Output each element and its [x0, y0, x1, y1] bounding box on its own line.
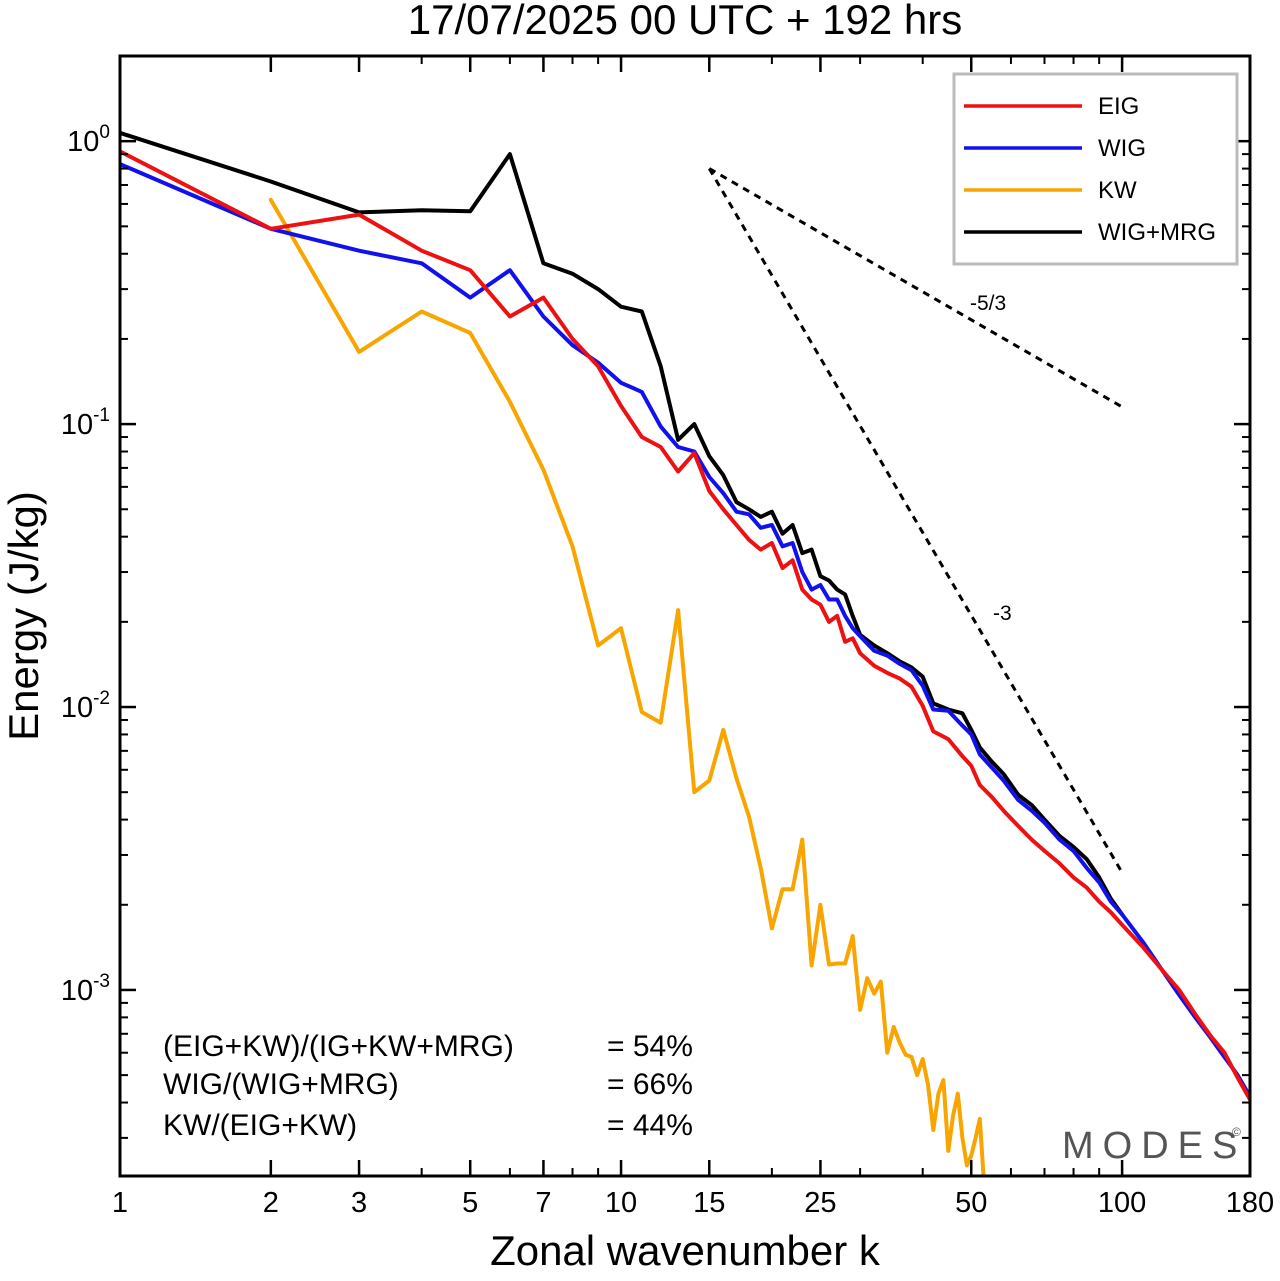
y-tick-label: 10-3	[61, 971, 110, 1007]
ratio-label-eig-kw: (EIG+KW)/(IG+KW+MRG)	[163, 1030, 514, 1063]
x-tick-label: 100	[1098, 1187, 1146, 1219]
x-tick-label: 7	[535, 1187, 551, 1219]
ratio-value-kw: = 44%	[607, 1109, 693, 1142]
series-line-kw	[268, 197, 986, 1176]
x-axis-ticks: 1 2 3 5 7 10 15 25 50 100 180	[112, 56, 1274, 1219]
ratio-annotations: (EIG+KW)/(IG+KW+MRG) = 54% WIG/(WIG+MRG)…	[163, 1030, 693, 1142]
series-line-wig-mrg	[120, 130, 1125, 917]
x-tick-label: 15	[693, 1187, 725, 1219]
chart-title: 17/07/2025 00 UTC + 192 hrs	[408, 0, 963, 43]
x-tick-label: 180	[1226, 1187, 1274, 1219]
slope-label-minus-three: -3	[993, 602, 1012, 625]
data-curves	[120, 130, 1250, 1176]
ratio-label-wig: WIG/(WIG+MRG)	[163, 1068, 399, 1101]
series-line-eig	[120, 149, 1250, 1102]
x-tick-label: 50	[955, 1187, 987, 1219]
x-tick-label: 2	[263, 1187, 279, 1219]
x-axis-label: Zonal wavenumber k	[490, 1227, 881, 1274]
ratio-value-wig: = 66%	[607, 1068, 693, 1101]
brand-logo: MODES	[1062, 1125, 1246, 1167]
legend-label-kw: KW	[1098, 177, 1137, 204]
ratio-value-eig-kw: = 54%	[607, 1030, 693, 1063]
ratio-label-kw: KW/(EIG+KW)	[163, 1109, 357, 1142]
x-tick-label: 1	[112, 1187, 128, 1219]
slope-line-5-3	[708, 167, 1123, 409]
y-tick-label: 10-1	[61, 405, 110, 441]
x-tick-label: 10	[605, 1187, 637, 1219]
x-tick-label: 3	[351, 1187, 367, 1219]
y-axis-ticks: 100 10-1 10-2 10-3	[61, 55, 1250, 1139]
y-axis-label: Energy (J/kg)	[0, 491, 47, 741]
plot-frame	[118, 54, 1252, 1178]
brand-copyright-mark: ©	[1232, 1125, 1241, 1139]
y-tick-label: 100	[67, 122, 110, 158]
x-tick-label: 5	[462, 1187, 478, 1219]
legend-label-eig: EIG	[1098, 93, 1139, 120]
x-tick-label: 25	[804, 1187, 836, 1219]
legend: EIG WIG KW WIG+MRG	[952, 72, 1239, 266]
slope-label-minus-five-thirds: -5/3	[970, 292, 1006, 315]
legend-label-wig: WIG	[1098, 135, 1146, 162]
series-line-wig	[120, 162, 1250, 1099]
slope-line-3	[707, 167, 1124, 874]
y-tick-label: 10-2	[61, 688, 110, 724]
legend-label-wig-mrg: WIG+MRG	[1098, 219, 1216, 246]
reference-slopes	[707, 167, 1124, 874]
